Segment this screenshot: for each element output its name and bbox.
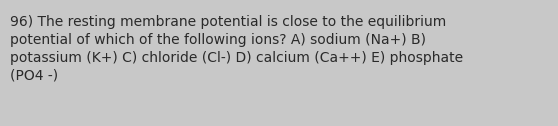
Text: 96) The resting membrane potential is close to the equilibrium
potential of whic: 96) The resting membrane potential is cl… [10, 15, 463, 83]
